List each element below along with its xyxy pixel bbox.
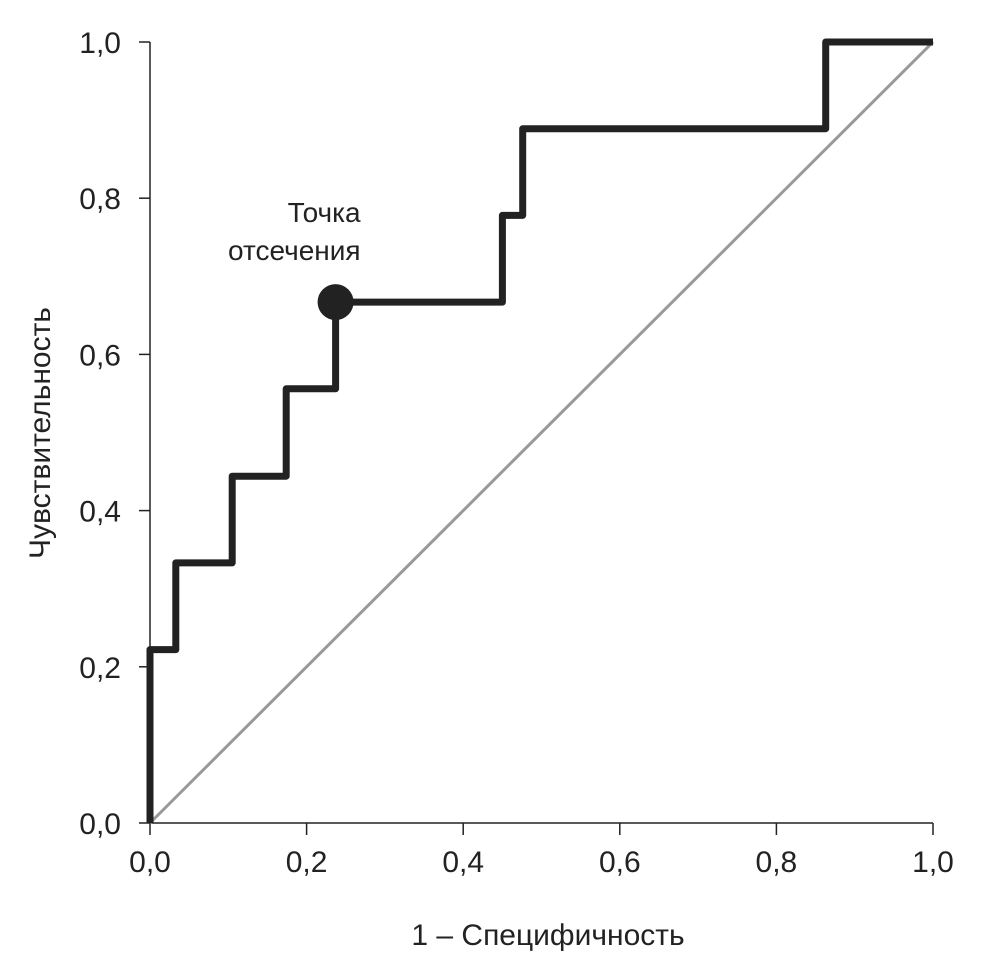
roc-curve-line	[146, 38, 933, 823]
cutoff-point-label: отсечения	[228, 235, 361, 266]
x-tick-label: 0,2	[286, 846, 328, 879]
annotation-layer: Точка отсечения	[228, 197, 361, 321]
x-tick-label: 0,8	[756, 846, 798, 879]
x-tick-label: 0,6	[599, 846, 641, 879]
y-ticks: 0,0 0,2 0,4 0,6 0,8 1,0	[79, 27, 150, 841]
y-tick-label: 0,4	[79, 496, 121, 529]
axes: 0,0 0,2 0,4 0,6 0,8 1,0 0,0 0,2 0,4 0,6 0,8 1,0	[79, 27, 954, 879]
x-ticks: 0,0 0,2 0,4 0,6 0,8 1,0	[129, 823, 954, 879]
y-tick-label: 0,6	[79, 339, 121, 372]
x-tick-label: 0,4	[442, 846, 484, 879]
x-axis-title: 1 – Специфичность	[411, 919, 684, 952]
x-tick-label: 0,0	[129, 846, 171, 879]
cutoff-point-label: Точка	[288, 197, 361, 228]
reference-diagonal-line	[148, 40, 935, 825]
y-tick-label: 1,0	[79, 27, 121, 60]
y-tick-label: 0,0	[79, 808, 121, 841]
cutoff-point-marker	[317, 284, 354, 321]
y-axis-title: Чувствительность	[24, 307, 57, 559]
y-tick-label: 0,2	[79, 652, 121, 685]
y-tick-label: 0,8	[79, 183, 121, 216]
x-tick-label: 1,0	[912, 846, 954, 879]
series-layer	[146, 38, 935, 825]
